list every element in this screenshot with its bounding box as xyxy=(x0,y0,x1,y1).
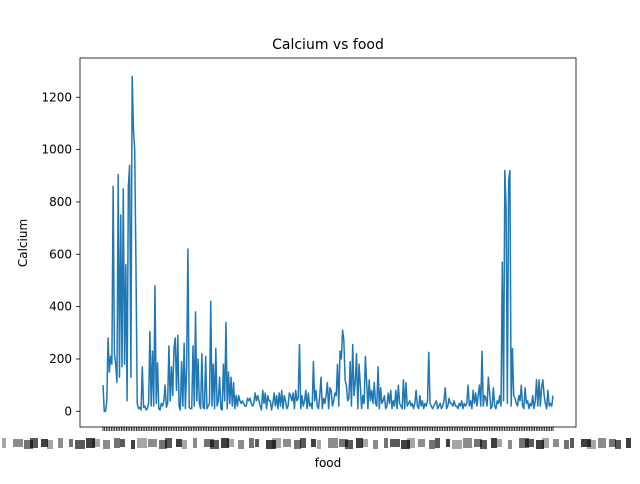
x-tick-label-glyph xyxy=(311,439,316,447)
x-tick-label-glyph xyxy=(159,440,167,449)
x-tick-label-glyph xyxy=(480,440,487,449)
x-tick-label-glyph xyxy=(581,439,591,447)
x-tick-label-glyph xyxy=(536,440,544,449)
y-tick-label: 1000 xyxy=(41,143,72,157)
x-tick-label-glyph xyxy=(598,438,606,448)
x-tick-label-band xyxy=(2,438,631,449)
x-tick-label-glyph xyxy=(249,438,254,448)
x-tick-label-glyph xyxy=(58,438,63,448)
x-tick-label-glyph xyxy=(463,438,472,448)
x-tick-label-glyph xyxy=(525,439,534,447)
x-tick-label-glyph xyxy=(103,440,110,449)
x-tick-label-glyph xyxy=(615,440,621,449)
x-tick-label-glyph xyxy=(238,440,244,449)
x-tick-label-glyph xyxy=(300,438,306,448)
x-tick-label-glyph xyxy=(587,440,596,449)
x-tick-label-glyph xyxy=(114,438,120,448)
x-tick-label-glyph xyxy=(75,440,85,449)
x-tick-label-glyph xyxy=(294,440,301,449)
y-tick-label: 0 xyxy=(64,404,72,418)
x-tick-label-glyph xyxy=(570,438,574,448)
x-axis xyxy=(2,427,631,449)
plot-area xyxy=(102,75,554,413)
x-tick-label-glyph xyxy=(446,439,450,447)
x-tick-label-glyph xyxy=(564,440,569,449)
x-tick-label-glyph xyxy=(553,439,559,447)
x-tick-label-glyph xyxy=(345,440,353,449)
x-tick-label-glyph xyxy=(390,439,400,447)
x-axis-label: food xyxy=(315,456,342,470)
x-tick-label-glyph xyxy=(407,438,415,448)
chart-title: Calcium vs food xyxy=(272,37,384,53)
x-tick-label-glyph xyxy=(148,439,157,447)
x-tick-label-glyph xyxy=(401,440,410,449)
x-tick-label-glyph xyxy=(373,440,378,449)
x-tick-label-glyph xyxy=(137,438,147,448)
x-tick-label-glyph xyxy=(283,439,291,447)
x-tick-label-glyph xyxy=(339,439,348,447)
plot-frame xyxy=(79,57,577,428)
x-tick-label-glyph xyxy=(13,439,23,447)
x-tick-label-glyph xyxy=(542,438,549,448)
x-tick-label-glyph xyxy=(86,438,95,448)
x-tick-label-glyph xyxy=(435,438,440,448)
x-tick-label-glyph xyxy=(41,439,48,447)
y-tick-label: 200 xyxy=(49,352,72,366)
x-tick-label-glyph xyxy=(328,438,338,448)
y-tick-label: 800 xyxy=(49,195,72,209)
x-tick-label-glyph xyxy=(452,440,462,449)
x-tick-label-glyph xyxy=(429,440,435,449)
x-tick-label-glyph xyxy=(24,440,33,449)
x-tick-label-glyph xyxy=(266,440,276,449)
x-tick-label-glyph xyxy=(418,439,425,447)
x-tick-label-glyph xyxy=(176,439,182,447)
x-tick-label-glyph xyxy=(508,440,512,449)
x-tick-label-glyph xyxy=(92,439,100,447)
x-tick-label-glyph xyxy=(227,439,234,447)
x-tick-label-glyph xyxy=(497,439,502,447)
x-tick-label-glyph xyxy=(204,439,214,447)
x-tick-label-glyph xyxy=(182,440,187,449)
x-tick-label-glyph xyxy=(193,438,197,448)
x-tick-label-glyph xyxy=(272,438,281,448)
x-tick-label-glyph xyxy=(221,438,229,448)
x-tick-label-glyph xyxy=(356,438,363,448)
x-tick-label-glyph xyxy=(210,440,219,449)
y-tick-label: 1200 xyxy=(41,90,72,104)
x-tick-label-glyph xyxy=(362,439,368,447)
y-axis-label: Calcium xyxy=(16,219,30,267)
x-tick-label-glyph xyxy=(491,438,497,448)
x-tick-label-glyph xyxy=(2,438,6,448)
y-tick-label: 600 xyxy=(49,247,72,261)
y-axis: 0 200 400 600 800 1000 1200 xyxy=(41,90,80,418)
y-tick-label: 400 xyxy=(49,300,72,314)
x-tick-label-glyph xyxy=(165,438,172,448)
x-tick-label-glyph xyxy=(519,438,529,448)
series-line xyxy=(102,75,554,413)
x-tick-label-glyph xyxy=(131,440,135,449)
x-tick-label-glyph xyxy=(609,439,616,447)
x-tick-label-glyph xyxy=(626,438,631,448)
x-tick-label-glyph xyxy=(30,438,38,448)
x-tick-label-glyph xyxy=(474,439,482,447)
x-tick-label-glyph xyxy=(120,439,125,447)
x-tick-label-glyph xyxy=(255,439,259,447)
x-tick-label-glyph xyxy=(384,438,388,448)
x-tick-label-glyph xyxy=(317,440,321,449)
x-tick-label-glyph xyxy=(69,439,73,447)
x-tick-label-glyph xyxy=(47,440,53,449)
